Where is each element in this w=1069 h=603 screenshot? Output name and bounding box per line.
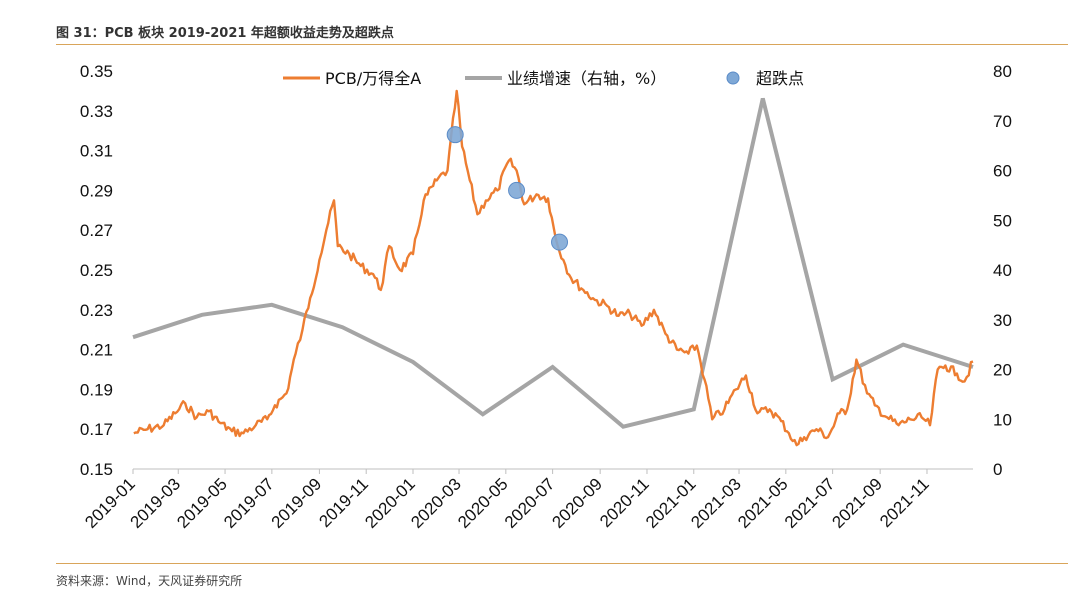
- pcb-series: [133, 89, 974, 447]
- y-right-tick-label: 60: [993, 162, 1012, 181]
- dip-point: [508, 181, 526, 199]
- y-right-tick-label: 30: [993, 311, 1012, 330]
- x-tick-label: 2019-05: [173, 474, 231, 532]
- y-left-tick-label: 0.21: [80, 341, 113, 360]
- y-right-tick-label: 0: [993, 460, 1002, 479]
- y-right-tick-label: 70: [993, 112, 1012, 131]
- x-tick-label: 2020-01: [361, 474, 419, 532]
- y-right-tick-label: 50: [993, 211, 1012, 230]
- y-left-tick-label: 0.27: [80, 221, 113, 240]
- y-right-tick-label: 20: [993, 361, 1012, 380]
- growth-series: [132, 97, 974, 429]
- source-rule: [56, 563, 1068, 564]
- x-tick-label: 2020-11: [596, 474, 653, 531]
- x-tick-label: 2020-05: [454, 474, 512, 532]
- x-tick-label: 2021-09: [828, 474, 886, 532]
- y-right-tick-label: 80: [993, 62, 1012, 81]
- x-tick-label: 2019-09: [268, 474, 326, 532]
- dip-points: [446, 126, 569, 251]
- x-tick-label: 2021-07: [781, 474, 839, 532]
- x-tick-label: 2021-03: [687, 474, 745, 532]
- chart-title: 图 31：PCB 板块 2019-2021 年超额收益走势及超跌点: [56, 26, 394, 41]
- dip-point: [446, 126, 464, 144]
- y-axis-right-ticks: 80 70 60 50 40 30 20 10 0: [993, 62, 1012, 479]
- x-tick-label: 2021-05: [734, 474, 792, 532]
- source-note: 资料来源：Wind，天风证券研究所: [56, 574, 243, 588]
- y-left-tick-label: 0.31: [80, 142, 113, 161]
- dip-point: [551, 233, 569, 251]
- legend-growth-label: 业绩增速（右轴，%）: [507, 69, 666, 88]
- growth-line: [132, 97, 974, 429]
- x-tick-label: 2021-11: [876, 474, 933, 531]
- x-tick-label: 2019-03: [127, 474, 185, 532]
- y-left-tick-label: 0.29: [80, 181, 113, 200]
- x-tick-label: 2020-03: [407, 474, 465, 532]
- y-left-tick-label: 0.19: [80, 380, 113, 399]
- y-left-tick-label: 0.35: [80, 62, 113, 81]
- x-tick-label: 2020-09: [548, 474, 606, 532]
- y-right-tick-label: 40: [993, 261, 1012, 280]
- y-left-tick-label: 0.23: [80, 301, 113, 320]
- legend-dip-label: 超跌点: [756, 69, 804, 88]
- x-tick-label: 2020-07: [501, 474, 559, 532]
- title-rule: [56, 44, 1068, 45]
- x-tick-label: 2019-07: [220, 474, 278, 532]
- x-axis-ticks: 2019-012019-032019-052019-072019-092019-…: [81, 469, 933, 532]
- y-axis-left-ticks: 0.35 0.33 0.31 0.29 0.27 0.25 0.23 0.21 0.19 0.17…: [80, 62, 113, 479]
- y-left-tick-label: 0.15: [80, 460, 113, 479]
- y-right-tick-label: 10: [993, 410, 1012, 429]
- y-left-tick-label: 0.17: [80, 420, 113, 439]
- pcb-line: [133, 89, 974, 447]
- legend: PCB/万得全A 业绩增速（右轴，%） 超跌点: [283, 69, 804, 88]
- legend-pcb-label: PCB/万得全A: [325, 69, 421, 88]
- y-left-tick-label: 0.33: [80, 102, 113, 121]
- x-tick-label: 2019-11: [315, 474, 372, 531]
- legend-dip-swatch: [726, 71, 740, 85]
- y-left-tick-label: 0.25: [80, 261, 113, 280]
